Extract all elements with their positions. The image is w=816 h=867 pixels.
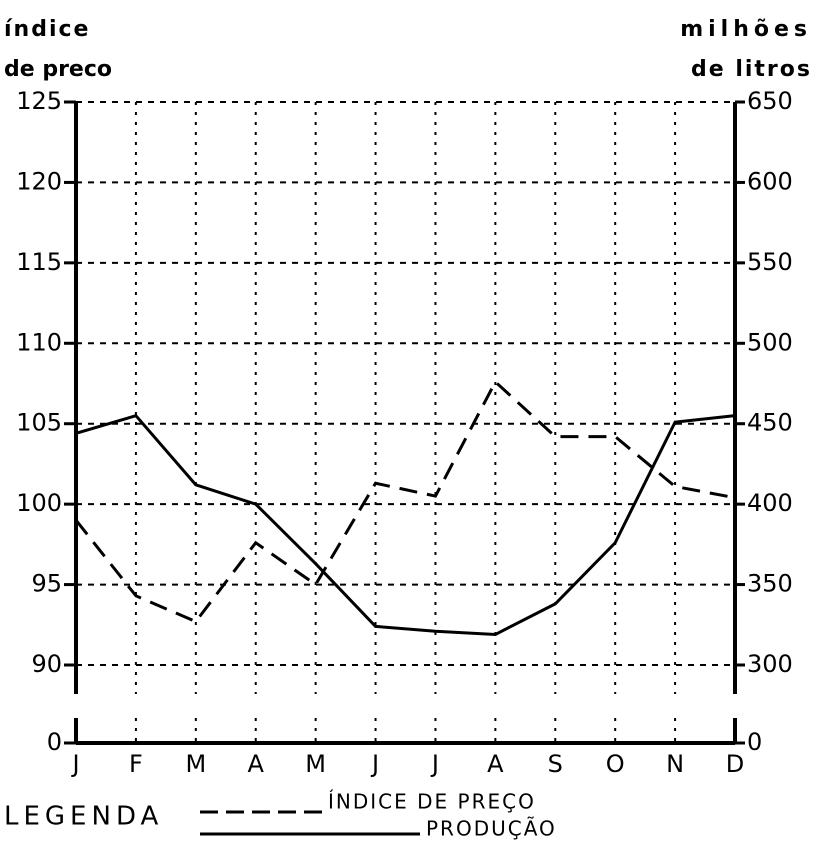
x-tick-label: F [129, 750, 143, 778]
y2-tick-label: 300 [747, 650, 793, 678]
y2-tick-label: 450 [747, 409, 793, 437]
y-tick-label: 115 [16, 248, 62, 276]
x-tick-label: O [606, 750, 625, 778]
y2-tick-label: 550 [747, 248, 793, 276]
x-tick-label: S [548, 750, 563, 778]
y2-tick-label: 600 [747, 167, 793, 195]
y-tick-label: 95 [31, 570, 62, 598]
y2-tick-label: 400 [747, 489, 793, 517]
y2-tick-label: 500 [747, 328, 793, 356]
series-line [75, 413, 736, 636]
x-tick-label: A [248, 750, 265, 778]
y2-tick-label: 650 [747, 87, 793, 115]
x-tick-label: A [487, 750, 504, 778]
y-axis-title: de preco [4, 57, 112, 82]
y-tick-label: 100 [16, 489, 62, 517]
y-tick-label: 105 [16, 409, 62, 437]
y2-axis-title: de litros [691, 57, 812, 82]
y-tick-label: 110 [16, 328, 62, 356]
y-tick-label: 0 [47, 728, 62, 756]
y2-tick-label: 350 [747, 570, 793, 598]
x-tick-label: J [70, 750, 79, 778]
x-tick-label: M [185, 750, 206, 778]
y-tick-label: 90 [31, 650, 62, 678]
y2-axis-title: milhões [680, 17, 812, 42]
x-tick-label: D [726, 750, 744, 778]
x-tick-label: J [370, 750, 379, 778]
y2-tick-label: 0 [747, 728, 762, 756]
legend-title: LEGENDA [4, 802, 163, 832]
x-tick-label: J [430, 750, 439, 778]
x-tick-label: M [305, 750, 326, 778]
legend-label: PRODUÇÃO [426, 817, 557, 841]
x-tick-label: N [666, 750, 684, 778]
y-tick-label: 125 [16, 87, 62, 115]
y-axis-title: índice [4, 17, 90, 42]
legend-label: ÍNDICE DE PREÇO [328, 790, 536, 814]
series-line [74, 379, 736, 624]
y-tick-label: 120 [16, 167, 62, 195]
